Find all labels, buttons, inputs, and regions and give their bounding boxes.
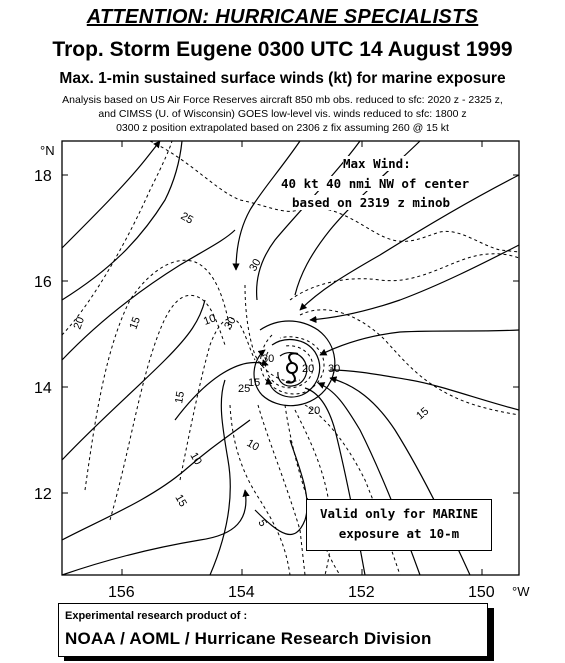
isotach-label: 25 bbox=[238, 383, 250, 395]
lon-label-152: 152 bbox=[348, 584, 375, 601]
isotach-label: 20 bbox=[308, 405, 320, 417]
isotach-label: 25 bbox=[179, 210, 196, 227]
lon-label-150: 150 bbox=[468, 584, 495, 601]
analysis-note-3: 0300 z position extrapolated based on 23… bbox=[116, 122, 449, 134]
footer-shadow-bottom bbox=[64, 655, 494, 661]
tropical-storm-symbol bbox=[285, 352, 299, 384]
max-wind-source: based on 2319 z minob bbox=[292, 195, 451, 210]
footer-shadow bbox=[486, 608, 494, 660]
lat-label-18: 18 bbox=[34, 168, 52, 185]
isotach-label: 15 bbox=[414, 405, 431, 422]
lat-label-16: 16 bbox=[34, 274, 52, 291]
isotach-label: 15 bbox=[128, 315, 143, 331]
isotach-label: 30 bbox=[328, 363, 340, 375]
map-subtitle: Max. 1-min sustained surface winds (kt) … bbox=[59, 70, 506, 87]
isotach-label: 30 bbox=[222, 315, 239, 332]
isotach-label: 15 bbox=[172, 493, 189, 510]
lat-label-12: 12 bbox=[34, 486, 52, 503]
isotach-label: 30 bbox=[262, 353, 274, 365]
isotach-label: 20 bbox=[72, 315, 87, 331]
map-frame bbox=[61, 140, 520, 576]
lat-unit-label: °N bbox=[40, 143, 55, 158]
isotach-label: 10 bbox=[202, 312, 218, 327]
storm-title: Trop. Storm Eugene 0300 UTC 14 August 19… bbox=[52, 38, 513, 61]
lon-label-154: 154 bbox=[228, 584, 255, 601]
analysis-note-1: Analysis based on US Air Force Reserves … bbox=[62, 94, 503, 106]
isotach-label: 15 bbox=[173, 390, 187, 404]
max-wind-heading: Max Wind: bbox=[343, 156, 411, 171]
valid-note-box: Valid only for MARINE exposure at 10-m bbox=[306, 499, 492, 551]
isotach-label: 20 bbox=[302, 363, 314, 375]
footer-organization: NOAA / AOML / Hurricane Research Divisio… bbox=[65, 629, 432, 648]
valid-note-line-1: Valid only for MARINE bbox=[319, 506, 479, 521]
isotach-label: 10 bbox=[187, 451, 204, 468]
max-wind-value: 40 kt 40 nmi NW of center bbox=[281, 176, 470, 191]
lon-unit-label: °W bbox=[512, 584, 530, 599]
attention-banner: ATTENTION: HURRICANE SPECIALISTS bbox=[86, 6, 479, 28]
isotach-label: 30 bbox=[247, 257, 264, 274]
isotach-label: 10 bbox=[245, 437, 262, 454]
footer-caption: Experimental research product of : bbox=[65, 610, 248, 622]
lat-label-14: 14 bbox=[34, 380, 52, 397]
footer-box: Experimental research product of : NOAA … bbox=[58, 603, 488, 657]
valid-note-line-2: exposure at 10-m bbox=[338, 526, 460, 541]
lon-label-156: 156 bbox=[108, 584, 135, 601]
isotach-label: 15 bbox=[248, 377, 260, 389]
isotach-label: 5 bbox=[255, 518, 268, 529]
analysis-note-2: and CIMSS (U. of Wisconsin) GOES low-lev… bbox=[98, 108, 467, 120]
map-ticks bbox=[62, 141, 519, 575]
